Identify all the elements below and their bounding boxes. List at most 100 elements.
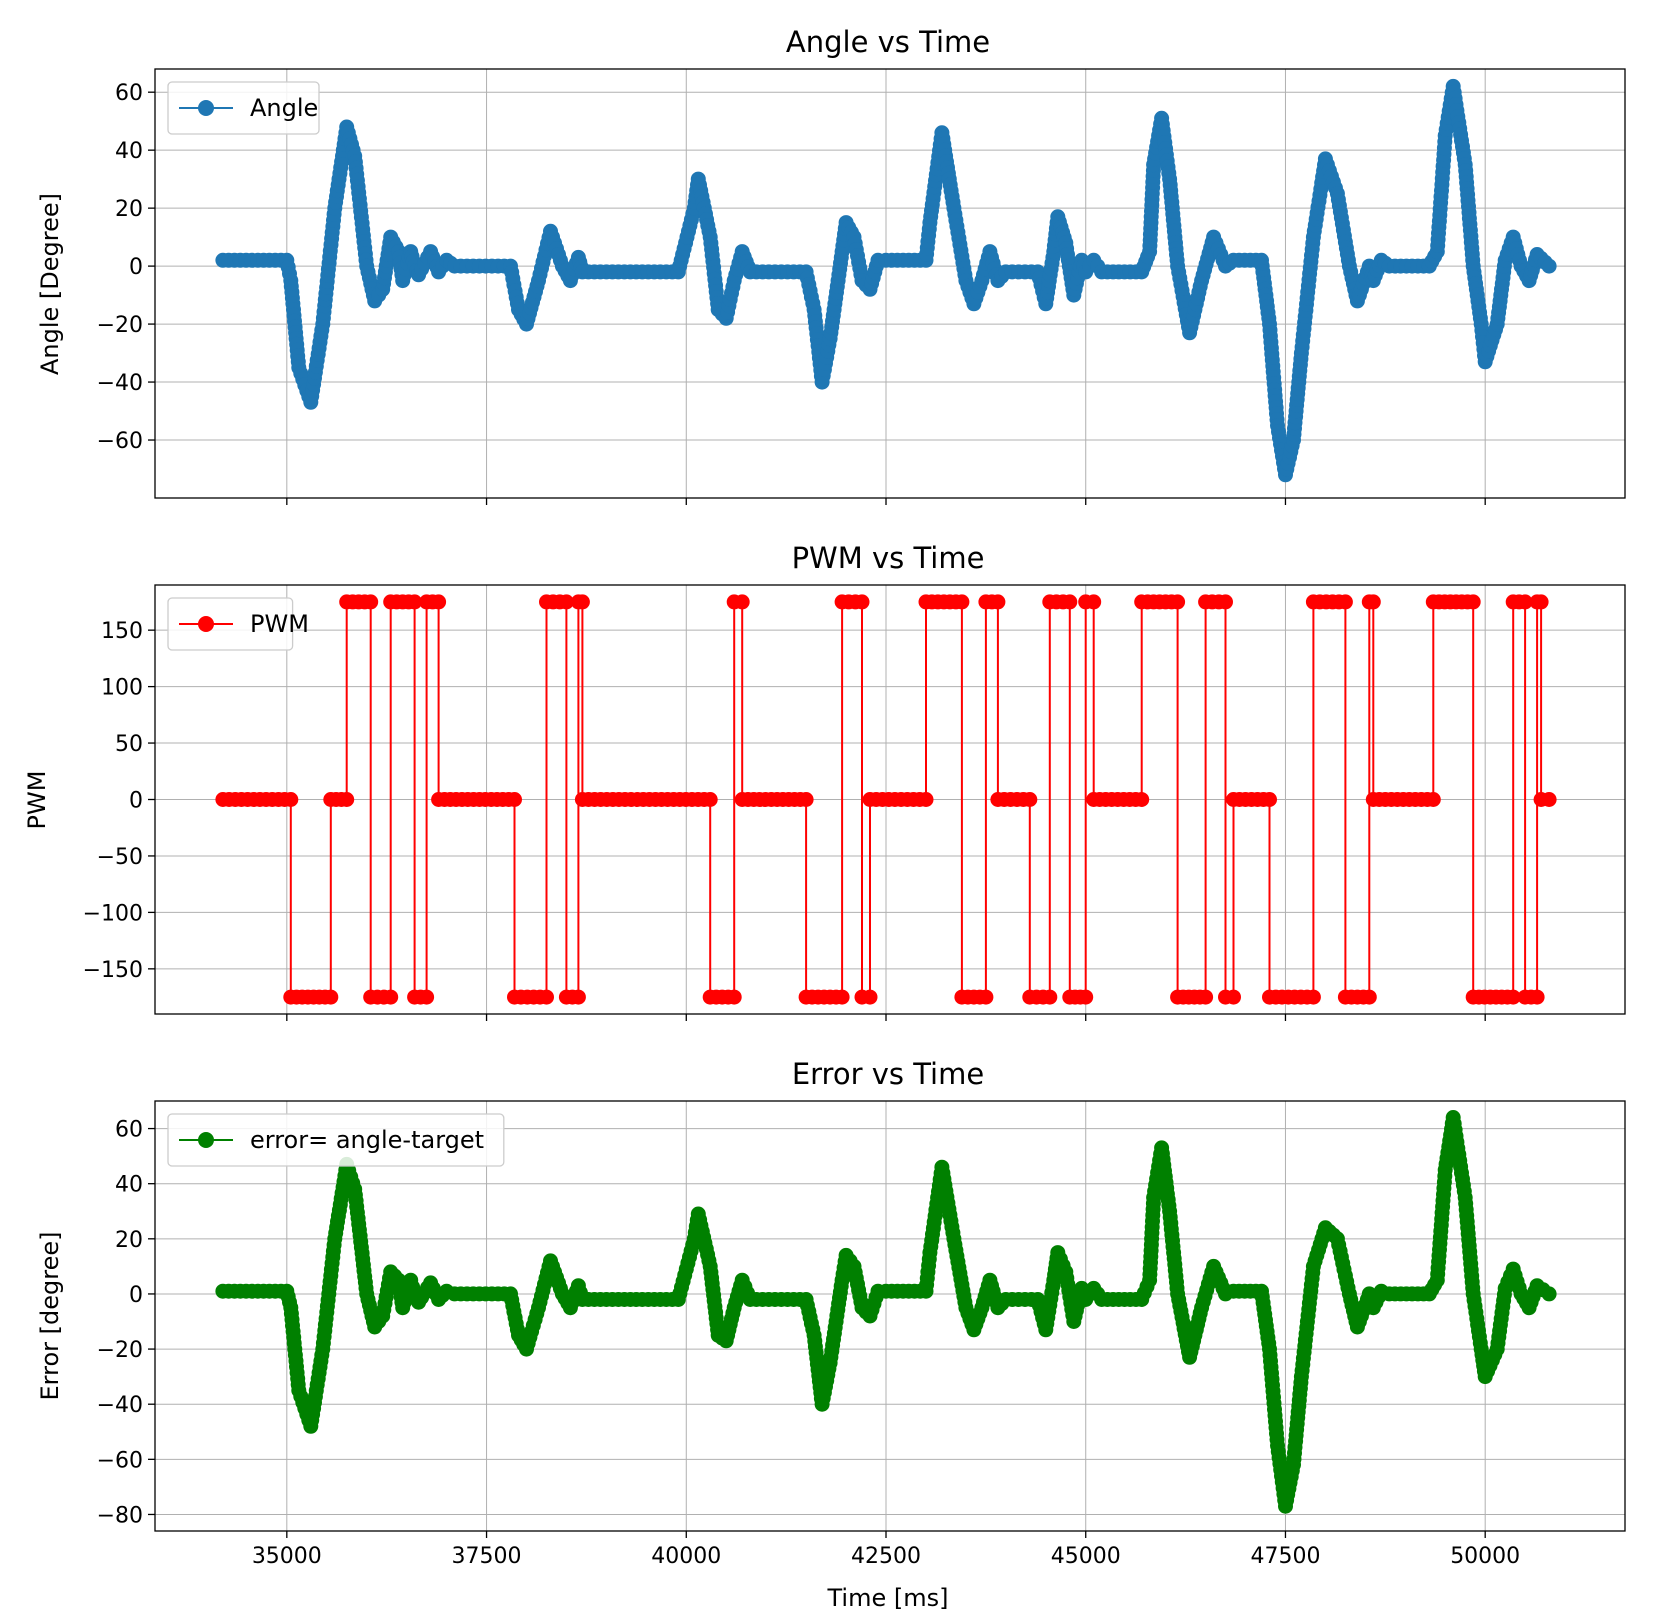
pwm-data-point: [1062, 594, 1078, 610]
pwm-data-point: [918, 792, 934, 807]
angle-legend-label: Angle: [250, 94, 318, 122]
pwm-y-tick-label: −100: [83, 901, 143, 926]
pwm-data-point: [323, 989, 339, 1005]
pwm-data-point: [1541, 792, 1557, 807]
pwm-data-point: [431, 594, 447, 610]
error-x-tick-label: 42500: [851, 1544, 921, 1569]
error-data-point: [1541, 1286, 1557, 1302]
pwm-data-point: [1305, 989, 1321, 1005]
pwm-data-point: [978, 989, 994, 1005]
pwm-data-point: [834, 989, 850, 1005]
pwm-y-tick-label: 0: [129, 789, 143, 814]
pwm-data-point: [1198, 989, 1214, 1005]
error-legend-box: [167, 1113, 505, 1167]
pwm-y-tick-label: −50: [97, 845, 143, 870]
pwm-data-point: [726, 989, 742, 1005]
pwm-data-point: [283, 792, 299, 807]
pwm-data-point: [1337, 594, 1353, 610]
pwm-data-point: [574, 594, 590, 610]
pwm-data-point: [570, 989, 586, 1005]
error-x-tick-label: 40000: [651, 1544, 721, 1569]
error-legend: error= angle-target: [167, 1113, 505, 1167]
angle-y-tick-label: −60: [97, 429, 143, 454]
pwm-data-point: [539, 989, 554, 1005]
pwm-data-point: [702, 792, 718, 807]
pwm-y-tick-label: 100: [101, 676, 143, 701]
angle-y-tick-label: 0: [129, 255, 143, 280]
angle-series-markers: [215, 78, 1557, 483]
angle-legend: Angle: [167, 81, 320, 135]
error-x-tick-label: 50000: [1450, 1544, 1520, 1569]
pwm-data-point: [1086, 594, 1102, 610]
pwm-data-point: [339, 792, 355, 807]
pwm-data-point: [1529, 989, 1545, 1005]
error-legend-marker: [198, 1132, 214, 1148]
pwm-data-point: [1226, 989, 1241, 1005]
pwm-data-point: [1042, 989, 1058, 1005]
error-y-tick-label: −20: [97, 1338, 143, 1363]
error-y-tick-label: −80: [97, 1503, 143, 1528]
angle-y-tick-label: 40: [115, 139, 143, 164]
pwm-chart-title: PWM vs Time: [792, 541, 985, 575]
pwm-series-line: [222, 600, 1550, 999]
pwm-data-point: [734, 594, 750, 610]
error-series-markers: [215, 1110, 1557, 1514]
error-y-tick-label: 0: [129, 1283, 143, 1308]
pwm-data-point: [798, 792, 814, 807]
error-y-tick-label: −60: [97, 1448, 143, 1473]
error-y-axis-label: Error [degree]: [36, 1232, 64, 1401]
pwm-data-point: [1365, 594, 1381, 610]
pwm-y-tick-label: 150: [101, 619, 143, 644]
angle-data-point: [1541, 258, 1557, 274]
pwm-series-markers: [215, 594, 1557, 1005]
pwm-data-point: [954, 594, 970, 610]
error-y-tick-label: 40: [115, 1173, 143, 1198]
angle-y-tick-label: −40: [97, 371, 143, 396]
pwm-subplot: −150 −100 −50 0 50 100 150 PWM PWM vs Time PWM: [23, 541, 1626, 1021]
angle-y-axis-label: Angle [Degree]: [36, 193, 64, 375]
pwm-data-point: [507, 792, 522, 807]
angle-series: [215, 78, 1557, 483]
pwm-data-point: [383, 989, 399, 1005]
pwm-data-point: [1170, 594, 1186, 610]
error-x-tick-label: 35000: [252, 1544, 322, 1569]
pwm-data-point: [407, 594, 423, 610]
angle-legend-marker: [198, 100, 214, 116]
pwm-data-point: [1022, 792, 1038, 807]
pwm-data-point: [1134, 792, 1150, 807]
error-x-axis-label: Time [ms]: [827, 1584, 949, 1612]
angle-y-tick-label: 20: [115, 197, 143, 222]
angle-legend-box: [167, 81, 320, 135]
pwm-data-point: [1218, 594, 1233, 610]
pwm-data-point: [1505, 989, 1521, 1005]
pwm-data-point: [558, 594, 574, 610]
pwm-data-point: [1425, 792, 1441, 807]
pwm-data-point: [1517, 594, 1533, 610]
error-y-tick-label: 60: [115, 1118, 143, 1143]
pwm-y-tick-label: 50: [115, 732, 143, 757]
pwm-legend: PWM: [167, 597, 309, 651]
pwm-data-point: [363, 594, 379, 610]
pwm-grid: [155, 585, 1625, 1014]
error-subplot: −80 −60 −40 −20 0 20 40 60 35000 37500 40000 42500 4…: [36, 1057, 1626, 1612]
pwm-data-point: [1361, 989, 1377, 1005]
angle-y-tick-label: 60: [115, 81, 143, 106]
pwm-legend-label: PWM: [250, 610, 309, 638]
pwm-data-point: [1262, 792, 1277, 807]
pwm-data-point: [1078, 989, 1094, 1005]
error-y-tick-label: −40: [97, 1393, 143, 1418]
pwm-y-axis-label: PWM: [23, 771, 51, 830]
angle-chart-title: Angle vs Time: [786, 25, 990, 59]
pwm-data-point: [862, 989, 878, 1005]
pwm-legend-marker: [198, 616, 214, 632]
error-y-tick-label: 20: [115, 1228, 143, 1253]
pwm-data-point: [990, 594, 1006, 610]
pwm-data-point: [1533, 594, 1549, 610]
angle-y-tick-label: −20: [97, 313, 143, 338]
error-x-tick-label: 37500: [452, 1544, 522, 1569]
error-x-tick-label: 45000: [1051, 1544, 1121, 1569]
pwm-data-point: [1465, 594, 1481, 610]
pwm-data-point: [419, 989, 435, 1005]
error-x-tick-label: 47500: [1250, 1544, 1320, 1569]
